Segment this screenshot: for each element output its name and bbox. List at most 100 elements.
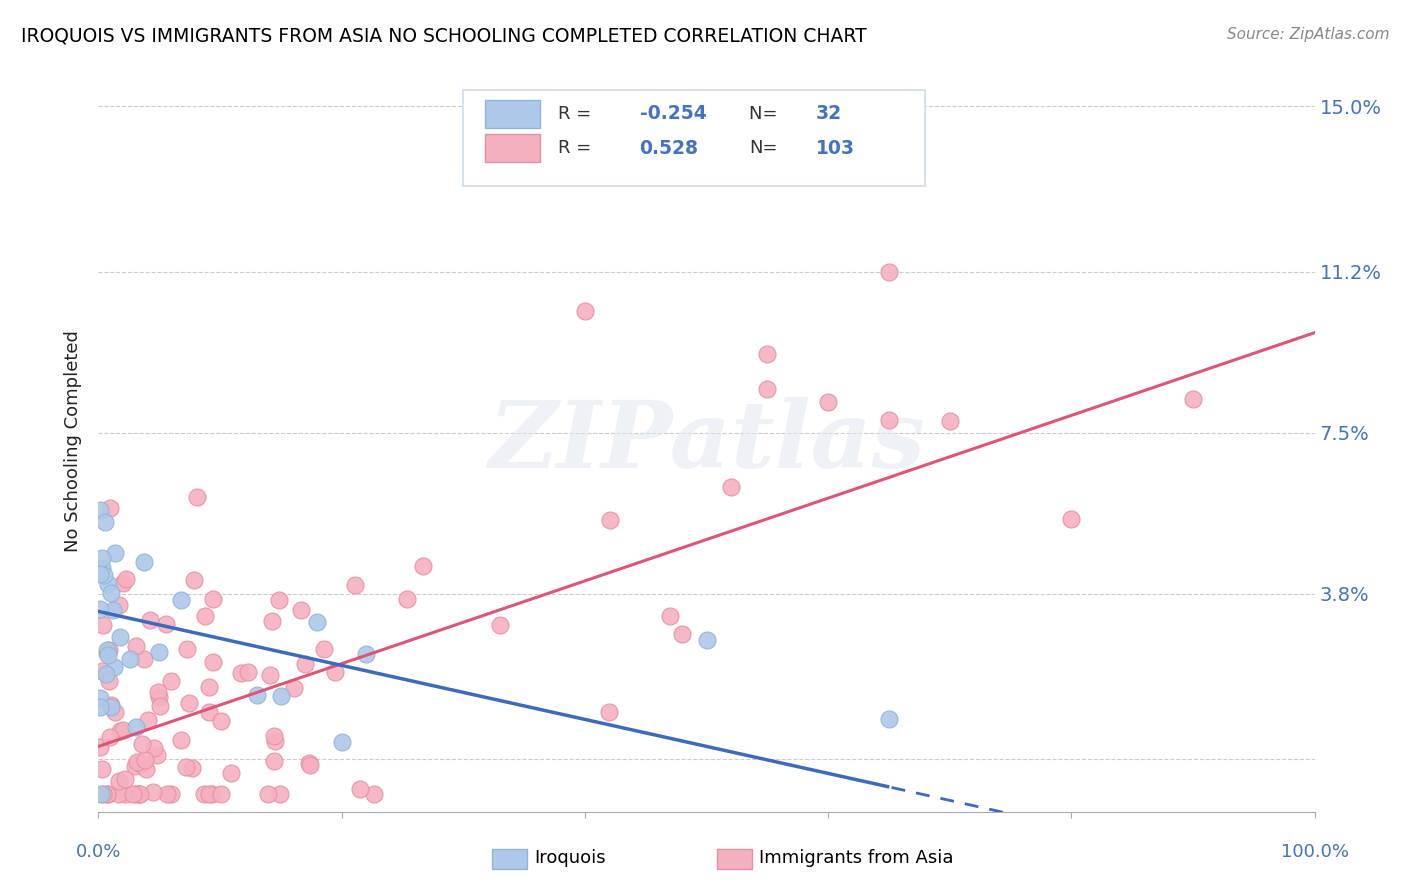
Point: [114, 572, 136, 586]
FancyBboxPatch shape: [485, 100, 540, 128]
Point: [696, 633, 718, 648]
Point: [110, 630, 132, 644]
Point: [134, 753, 156, 767]
Point: [100, 699, 122, 714]
Point: [939, 414, 962, 428]
Point: [93, 567, 115, 582]
Point: [174, 759, 197, 773]
Point: [129, 756, 152, 771]
Point: [134, 555, 156, 569]
Point: [98, 642, 121, 657]
Point: [396, 592, 419, 607]
Point: [209, 787, 232, 801]
Point: [89, 567, 111, 582]
Text: N=: N=: [749, 139, 778, 157]
Text: Iroquois: Iroquois: [534, 849, 606, 867]
Point: [181, 761, 204, 775]
Point: [91, 550, 114, 565]
Text: 0.0%: 0.0%: [76, 843, 121, 861]
Point: [89, 739, 111, 754]
Point: [91, 664, 114, 678]
Point: [94, 667, 117, 681]
Point: [125, 640, 148, 654]
Text: -0.254: -0.254: [640, 104, 706, 123]
Point: [128, 787, 150, 801]
Text: 32: 32: [815, 104, 842, 123]
Point: [98, 730, 121, 744]
Point: [124, 758, 146, 772]
Point: [131, 737, 153, 751]
Point: [290, 603, 312, 617]
Point: [488, 618, 510, 632]
Point: [1182, 392, 1205, 406]
Point: [89, 602, 111, 616]
Point: [323, 665, 346, 679]
Point: [100, 585, 122, 599]
Point: [202, 655, 225, 669]
Text: R =: R =: [558, 104, 598, 122]
Point: [720, 480, 742, 494]
Point: [202, 592, 225, 607]
Point: [312, 642, 335, 657]
Point: [256, 787, 278, 801]
Point: [146, 748, 169, 763]
Point: [186, 490, 208, 504]
Point: [148, 645, 170, 659]
Point: [877, 712, 900, 726]
Point: [263, 754, 285, 768]
Point: [756, 347, 779, 361]
Point: [128, 787, 150, 801]
Point: [121, 787, 143, 801]
Point: [142, 785, 165, 799]
Point: [100, 698, 122, 712]
Point: [108, 598, 131, 612]
Point: [127, 756, 149, 770]
Point: [155, 617, 177, 632]
Point: [197, 787, 219, 801]
FancyBboxPatch shape: [485, 135, 540, 162]
Text: 100.0%: 100.0%: [1281, 843, 1348, 861]
Point: [197, 680, 219, 694]
Point: [298, 756, 321, 770]
Point: [142, 740, 165, 755]
Point: [136, 713, 159, 727]
Point: [101, 602, 124, 616]
Point: [111, 723, 134, 737]
Point: [298, 757, 321, 772]
Point: [817, 395, 839, 409]
Point: [245, 688, 267, 702]
Point: [91, 787, 114, 801]
Point: [599, 513, 621, 527]
Text: 0.528: 0.528: [640, 139, 699, 158]
Point: [1060, 511, 1083, 525]
Point: [90, 561, 112, 575]
Point: [96, 787, 118, 801]
Point: [294, 657, 316, 671]
Point: [135, 762, 157, 776]
Point: [107, 787, 129, 801]
Point: [89, 691, 111, 706]
FancyBboxPatch shape: [464, 90, 925, 186]
Point: [412, 559, 434, 574]
Text: N=: N=: [749, 104, 783, 122]
Point: [97, 648, 120, 663]
Point: [209, 714, 232, 729]
Point: [283, 681, 305, 695]
Point: [349, 782, 371, 797]
Point: [231, 666, 253, 681]
Point: [96, 646, 118, 660]
Point: [125, 787, 148, 801]
Point: [877, 265, 900, 279]
Point: [598, 705, 620, 719]
Point: [267, 592, 290, 607]
Point: [193, 787, 215, 801]
Point: [112, 575, 135, 590]
Point: [160, 674, 183, 689]
Point: [114, 787, 136, 801]
Point: [94, 516, 117, 530]
Point: [148, 690, 170, 704]
Text: Source: ZipAtlas.com: Source: ZipAtlas.com: [1226, 27, 1389, 42]
Point: [262, 614, 284, 628]
Point: [159, 787, 181, 801]
Point: [104, 546, 127, 560]
